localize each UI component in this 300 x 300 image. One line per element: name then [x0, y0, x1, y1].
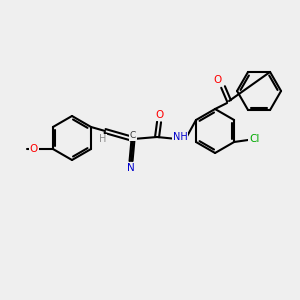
Text: O: O: [213, 75, 221, 85]
Text: NH: NH: [173, 132, 188, 142]
Text: N: N: [127, 163, 135, 173]
Text: O: O: [155, 110, 163, 120]
Text: O: O: [30, 144, 38, 154]
Text: H: H: [99, 134, 107, 144]
Text: Cl: Cl: [249, 134, 259, 144]
Text: C: C: [130, 131, 136, 140]
